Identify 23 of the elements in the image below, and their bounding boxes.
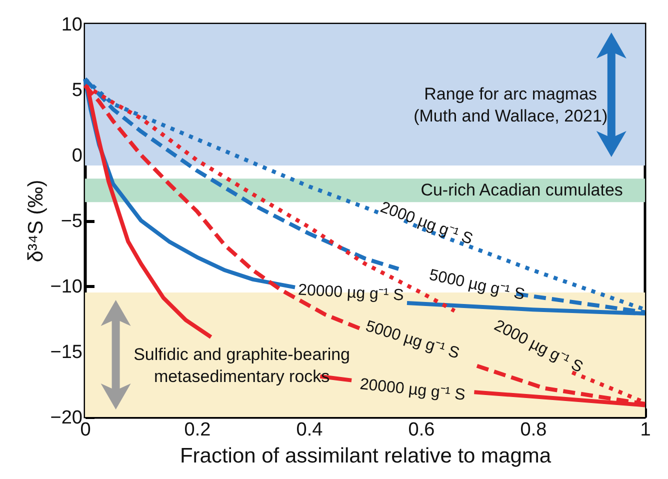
annotation: 20000 µg g⁻¹ S	[298, 282, 404, 304]
y-tick-label: 0	[72, 146, 82, 166]
annotation: 20000 µg g⁻¹ S	[359, 376, 466, 404]
x-axis-title: Fraction of assimilant relative to magma	[180, 444, 552, 468]
y-tick-label: 5	[72, 80, 82, 101]
annotation: 2000 µg g⁻¹ S	[491, 317, 586, 376]
y-tick-label: −5	[60, 211, 82, 232]
x-tick-label: 0.2	[184, 420, 211, 440]
x-tick-label: 1	[640, 420, 651, 440]
annotation: 2000 µg g⁻¹ S	[378, 199, 475, 248]
band-label: Cu-rich Acadian cumulates	[420, 180, 623, 200]
y-tick-label: −15	[50, 342, 82, 363]
x-tick-label: 0.8	[520, 420, 547, 440]
x-tick-label: 0.4	[296, 420, 324, 440]
y-tick-label: −20	[50, 408, 82, 428]
y-tick-label: 10	[61, 14, 82, 36]
band-label: Sulfidic and graphite-bearing metasedimentary rocks	[134, 344, 350, 386]
annotation: 5000 µg g⁻¹ S	[364, 318, 462, 362]
annotation: 5000 µg g⁻¹ S	[428, 266, 526, 304]
y-tick-label: −10	[50, 276, 82, 298]
y-axis-title: δ³⁴S (‰)	[24, 180, 48, 262]
x-tick-label: 0.6	[408, 420, 435, 440]
band-label: Range for arc magmas (Muth and Wallace, 2021)	[414, 84, 608, 126]
